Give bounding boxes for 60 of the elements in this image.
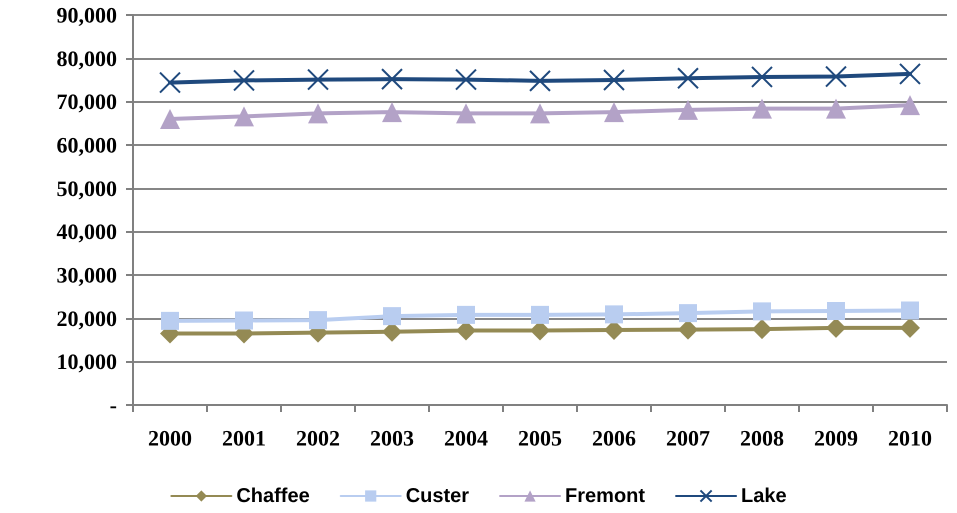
y-tick-label: 80,000	[56, 46, 117, 71]
point	[677, 67, 699, 90]
point	[604, 102, 624, 122]
point	[161, 312, 179, 330]
point	[530, 103, 550, 124]
point	[456, 103, 476, 124]
y-tick-label: 90,000	[56, 2, 117, 28]
point	[678, 100, 698, 120]
point	[234, 106, 254, 126]
point	[753, 302, 771, 320]
point	[531, 306, 549, 324]
x-tick-label: 2009	[814, 426, 858, 450]
y-tick-label: 40,000	[56, 219, 117, 244]
x-tick-label: 2005	[518, 426, 562, 450]
point	[752, 98, 772, 119]
point	[900, 95, 920, 116]
point	[679, 304, 697, 322]
point	[826, 98, 846, 119]
point	[751, 66, 773, 88]
point	[827, 302, 845, 320]
point	[382, 102, 402, 122]
point	[455, 68, 477, 91]
x-tick-label: 2006	[592, 426, 636, 450]
point	[900, 318, 920, 338]
y-tick-label: 70,000	[56, 89, 117, 114]
point	[308, 103, 328, 124]
x-tick-label: 2004	[444, 426, 488, 450]
point	[307, 68, 329, 91]
point	[457, 306, 475, 324]
point	[159, 72, 181, 94]
x-tick-label: 2008	[740, 426, 784, 450]
legend-label: Custer	[406, 485, 470, 507]
point	[603, 69, 625, 91]
x-tick-label: 2010	[888, 426, 932, 450]
y-tick-label: 10,000	[56, 349, 117, 374]
point	[233, 69, 255, 92]
point	[752, 319, 772, 340]
point	[235, 312, 253, 330]
x-tick-label: 2002	[296, 426, 340, 450]
legend-label: Lake	[741, 485, 787, 507]
x-tick-label: 2007	[666, 426, 710, 450]
y-tick-label: 20,000	[56, 306, 117, 331]
legend-label: Chaffee	[236, 485, 310, 507]
y-tick-label: 30,000	[56, 262, 117, 288]
y-tick-label: -	[110, 392, 117, 418]
point	[381, 68, 403, 90]
point	[529, 70, 551, 92]
x-tick-label: 2000	[148, 426, 192, 450]
point	[309, 311, 327, 330]
y-tick-label: 50,000	[56, 176, 117, 201]
point	[899, 62, 921, 85]
legend-label: Fremont	[565, 485, 646, 507]
point	[160, 109, 180, 129]
point	[825, 66, 847, 88]
point	[383, 307, 401, 326]
x-tick-label: 2003	[370, 426, 414, 450]
point	[901, 302, 919, 320]
point	[605, 305, 623, 324]
x-tick-label: 2001	[222, 426, 266, 450]
y-tick-label: 60,000	[56, 132, 117, 158]
